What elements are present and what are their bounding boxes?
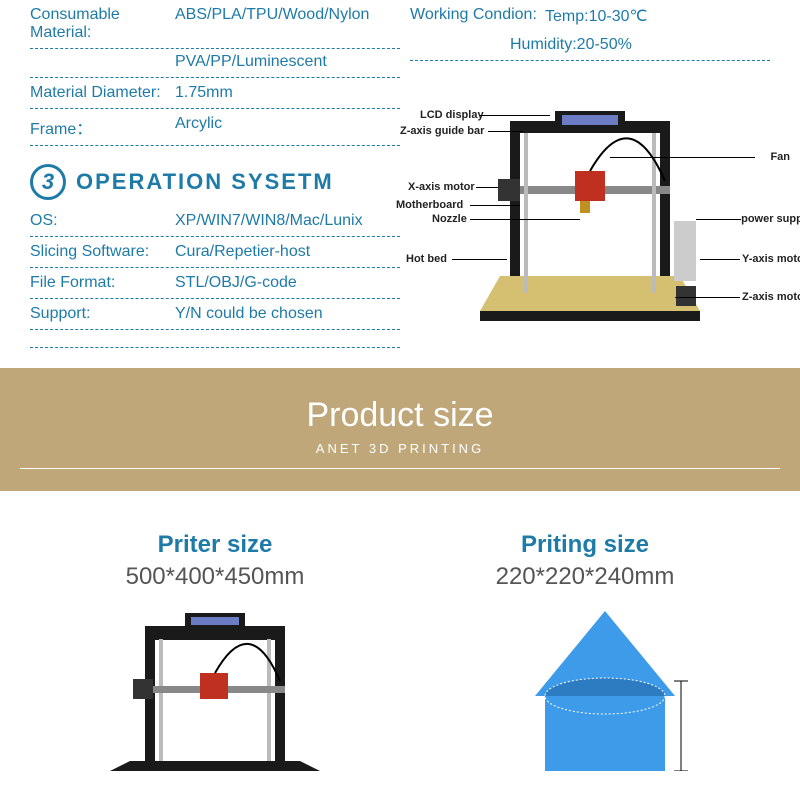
label-fan: Fan — [770, 151, 790, 163]
banner-subtitle: ANET 3D PRINTING — [0, 441, 800, 456]
printer-diagram: LCD display Z-axis guide bar Fan X-axis … — [410, 81, 780, 341]
printer-size-column: Priter size 500*400*450mm — [30, 531, 400, 791]
size-value: 220*220*240mm — [400, 563, 770, 591]
spec-label: OS: — [30, 212, 175, 230]
spec-row-empty — [30, 330, 400, 348]
number-circle-icon: 3 — [30, 164, 66, 200]
label-x-motor: X-axis motor — [408, 181, 475, 193]
spec-row-frame: Frame： Arcylic — [30, 109, 400, 146]
size-title: Priting size — [400, 531, 770, 559]
cylinder-icon — [520, 611, 690, 771]
spec-row-format: File Format: STL/OBJ/G-code — [30, 268, 400, 299]
cylinder-shape — [520, 611, 650, 776]
printer-small-icon — [95, 611, 335, 771]
printer-image — [95, 611, 335, 791]
label-z-motor: Z-axis motor — [742, 291, 800, 303]
product-size-banner: Product size ANET 3D PRINTING — [0, 368, 800, 491]
label-z-guide: Z-axis guide bar — [400, 125, 484, 137]
top-specs-section: Consumable Material: ABS/PLA/TPU/Wood/Ny… — [0, 0, 800, 368]
spec-row-diameter: Material Diameter: 1.75mm — [30, 78, 400, 109]
spec-value: 1.75mm — [175, 84, 233, 102]
spec-label: Material Diameter: — [30, 84, 175, 102]
spec-row-consumable: Consumable Material: ABS/PLA/TPU/Wood/Ny… — [30, 0, 400, 49]
spec-value: ABS/PLA/TPU/Wood/Nylon — [175, 6, 369, 42]
banner-title: Product size — [0, 396, 800, 435]
spec-value: Temp:10-30℃ — [545, 6, 647, 26]
spec-value: Y/N could be chosen — [175, 305, 323, 323]
spec-value: Arcylic — [175, 115, 222, 139]
label-hot-bed: Hot bed — [406, 253, 447, 265]
left-specs-column: Consumable Material: ABS/PLA/TPU/Wood/Ny… — [30, 0, 400, 348]
spec-value: STL/OBJ/G-code — [175, 274, 297, 292]
spec-value: XP/WIN7/WIN8/Mac/Lunix — [175, 212, 363, 230]
section-title: OPERATION SYSETM — [76, 169, 334, 195]
spec-row-os: OS: XP/WIN7/WIN8/Mac/Lunix — [30, 206, 400, 237]
spec-row-slicing: Slicing Software: Cura/Repetier-host — [30, 237, 400, 268]
spec-row-working: Working Condion: Temp:10-30℃ — [410, 0, 770, 32]
size-value: 500*400*450mm — [30, 563, 400, 591]
label-lcd: LCD display — [420, 109, 484, 121]
spec-label: Support: — [30, 305, 175, 323]
printer-icon — [480, 111, 700, 341]
spec-label: Frame： — [30, 115, 175, 139]
label-y-motor: Y-axis motor — [742, 253, 800, 265]
spec-row-support: Support: Y/N could be chosen — [30, 299, 400, 330]
spec-label: Consumable Material: — [30, 6, 175, 42]
spec-label: File Format: — [30, 274, 175, 292]
operation-header: 3 OPERATION SYSETM — [30, 164, 400, 200]
spec-value: Cura/Repetier-host — [175, 243, 310, 261]
spec-sub-consumable: PVA/PP/Luminescent — [30, 49, 400, 78]
printing-size-column: Priting size 220*220*240mm — [400, 531, 770, 791]
label-power: power supply — [741, 213, 800, 225]
spec-label: Working Condion: — [410, 6, 545, 26]
size-title: Priter size — [30, 531, 400, 559]
banner-divider — [20, 468, 780, 469]
spec-sub-humidity: Humidity:20-50% — [410, 32, 770, 61]
label-motherboard: Motherboard — [396, 199, 463, 211]
size-section: Priter size 500*400*450mm Priting size 2… — [0, 491, 800, 791]
spec-label: Slicing Software: — [30, 243, 175, 261]
label-nozzle: Nozzle — [432, 213, 467, 225]
right-specs-column: Working Condion: Temp:10-30℃ Humidity:20… — [400, 0, 770, 348]
